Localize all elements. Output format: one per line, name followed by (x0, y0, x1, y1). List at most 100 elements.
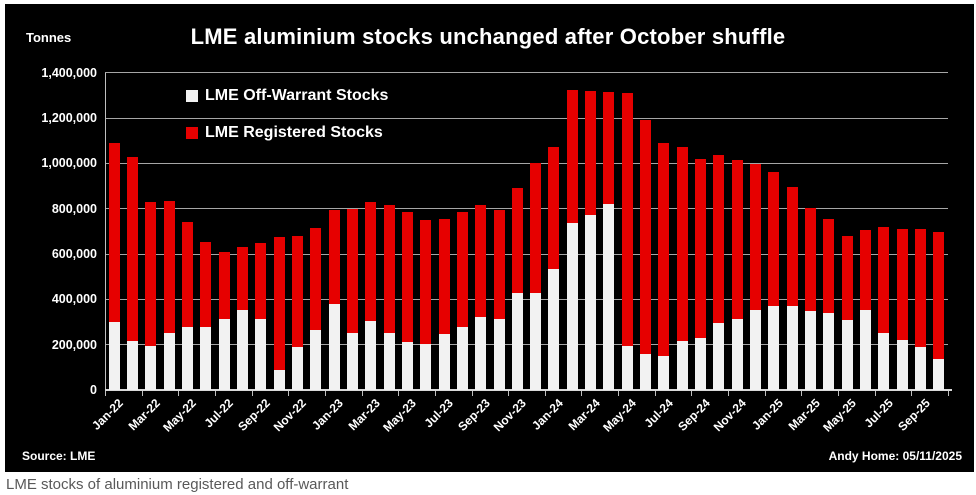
bar-segment-registered (200, 241, 212, 327)
bar-segment-registered (530, 163, 542, 293)
bar-segment-registered (163, 200, 175, 334)
bar-segment-registered (328, 209, 340, 304)
gridline (105, 72, 948, 74)
x-axis-line (105, 389, 952, 391)
legend-item-registered: LME Registered Stocks (186, 123, 388, 141)
source-note: Source: LME (22, 449, 96, 463)
bar-segment-off-warrant (823, 312, 835, 390)
x-axis-tick (654, 391, 656, 396)
legend-label-off-warrant: LME Off-Warrant Stocks (205, 86, 389, 104)
gridline (105, 117, 948, 119)
bar-segment-off-warrant (145, 345, 157, 390)
bar-segment-registered (310, 227, 322, 330)
bar-segment-registered (768, 172, 780, 307)
bar-segment-registered (291, 235, 303, 347)
bar-segment-off-warrant (640, 353, 652, 390)
bar-segment-registered (236, 247, 248, 310)
x-axis-tick (691, 391, 693, 396)
bar-segment-registered (273, 237, 285, 370)
x-axis-tick (874, 391, 876, 396)
x-axis-tick (508, 391, 510, 396)
bar-segment-off-warrant (108, 322, 120, 390)
gridline (105, 298, 948, 300)
bar-segment-off-warrant (200, 326, 212, 390)
y-axis-label: 600,000 (51, 247, 97, 261)
x-axis-tick (764, 391, 766, 396)
bar-segment-off-warrant (328, 303, 340, 390)
x-axis-tick (618, 391, 620, 396)
bar-segment-off-warrant (310, 329, 322, 390)
bar-segment-off-warrant (713, 323, 725, 390)
x-axis-tick (728, 391, 730, 396)
bar-segment-off-warrant (805, 310, 817, 390)
bar-segment-registered (475, 205, 487, 318)
bar-segment-registered (676, 147, 688, 342)
author-credit: Andy Home: 05/11/2025 (828, 449, 962, 463)
bar-segment-registered (218, 251, 230, 319)
bar-segment-off-warrant (438, 334, 450, 390)
legend-label-registered: LME Registered Stocks (205, 123, 383, 141)
bar-segment-registered (346, 208, 358, 334)
x-axis-tick (544, 391, 546, 396)
page-caption: LME stocks of aluminium registered and o… (6, 476, 349, 493)
bar-segment-off-warrant (181, 326, 193, 390)
legend-item-off-warrant: LME Off-Warrant Stocks (186, 86, 389, 104)
bar-segment-off-warrant (786, 306, 798, 390)
gridline (105, 253, 948, 255)
chart-title: LME aluminium stocks unchanged after Oct… (190, 24, 786, 49)
bar-segment-registered (126, 156, 138, 342)
bar-segment-registered (695, 158, 707, 338)
bar-segment-registered (731, 159, 743, 319)
x-axis-tick (948, 391, 949, 396)
bar-segment-off-warrant (585, 215, 597, 390)
bar-segment-off-warrant (915, 346, 926, 390)
x-axis-tick (324, 391, 326, 396)
x-axis-tick (801, 391, 803, 396)
bar-segment-registered (713, 155, 725, 324)
bar-segment-off-warrant (383, 333, 395, 390)
bar-segment-off-warrant (218, 318, 230, 390)
bar-segment-off-warrant (841, 319, 853, 390)
bar-segment-off-warrant (126, 341, 138, 390)
bar-segment-off-warrant (695, 337, 707, 390)
bar-segment-off-warrant (255, 318, 267, 390)
bar-segment-registered (805, 207, 817, 311)
bar-segment-off-warrant (603, 204, 615, 390)
x-axis-tick (214, 391, 216, 396)
bar-segment-registered (750, 164, 762, 310)
x-axis-tick (251, 391, 253, 396)
bar-segment-off-warrant (346, 333, 358, 390)
bar-segment-registered (493, 209, 505, 319)
bar-segment-off-warrant (878, 333, 890, 390)
bar-segment-off-warrant (273, 369, 285, 390)
bar-segment-off-warrant (860, 309, 872, 390)
bar-segment-off-warrant (731, 318, 743, 390)
bar-segment-off-warrant (548, 268, 560, 390)
bar-segment-registered (603, 91, 615, 205)
bar-segment-registered (860, 230, 872, 310)
bar-segment-off-warrant (475, 317, 487, 390)
bar-segment-off-warrant (768, 306, 780, 390)
bar-segment-registered (181, 222, 193, 327)
bar-segment-off-warrant (658, 356, 670, 390)
bar-segment-registered (841, 235, 853, 320)
gridline (105, 344, 948, 346)
x-axis-tick (911, 391, 913, 396)
bar-segment-registered (878, 226, 890, 334)
x-axis-tick (361, 391, 363, 396)
bar-segment-off-warrant (420, 343, 432, 390)
x-axis-tick (178, 391, 180, 396)
bar-segment-registered (383, 205, 395, 334)
y-axis-label: 0 (90, 383, 97, 397)
bar-segment-registered (365, 201, 377, 321)
x-axis-tick (581, 391, 583, 396)
y-axis-label: 1,200,000 (41, 111, 97, 126)
bar-segment-registered (786, 187, 798, 307)
bar-segment-off-warrant (621, 345, 633, 390)
bar-segment-registered (566, 89, 578, 224)
x-axis-tick (105, 391, 106, 396)
bar-segment-registered (255, 242, 267, 319)
bar-segment-off-warrant (511, 292, 523, 390)
x-axis-tick (141, 391, 143, 396)
